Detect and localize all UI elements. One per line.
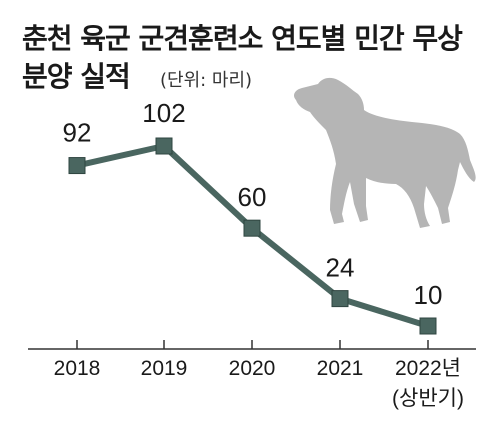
x-tick-label-2020: 2020 xyxy=(229,357,276,380)
label-layer: 92 102 60 24 10 xyxy=(63,98,443,310)
tick-layer: 2018 2019 2020 2021 2022년 (상반기) xyxy=(54,340,464,410)
data-label-2019: 102 xyxy=(142,98,185,128)
data-label-2022년: 10 xyxy=(414,280,443,310)
data-point-2020 xyxy=(243,219,261,237)
data-label-2021: 24 xyxy=(326,253,355,283)
data-point-2021 xyxy=(331,290,349,308)
unit-label: (단위: 마리) xyxy=(160,70,252,91)
x-tick-label-2019: 2019 xyxy=(141,357,188,380)
chart-title-line2: 분양 실적 xyxy=(22,60,130,93)
x-tick-sublabel-2022년: (상반기) xyxy=(392,387,464,410)
x-tick-label-2022년: 2022년 xyxy=(395,357,461,380)
series-layer xyxy=(68,137,437,335)
x-tick-label-2021: 2021 xyxy=(317,357,364,380)
data-point-2018 xyxy=(68,157,86,175)
data-label-2020: 60 xyxy=(238,182,267,212)
data-label-2018: 92 xyxy=(63,118,92,148)
data-point-2019 xyxy=(155,137,173,155)
data-point-2022년 xyxy=(419,317,437,335)
dog-silhouette-icon xyxy=(294,77,476,228)
x-tick-label-2018: 2018 xyxy=(54,357,101,380)
chart-title: 춘천 육군 군견훈련소 연도별 민간 무상 xyxy=(22,22,463,55)
